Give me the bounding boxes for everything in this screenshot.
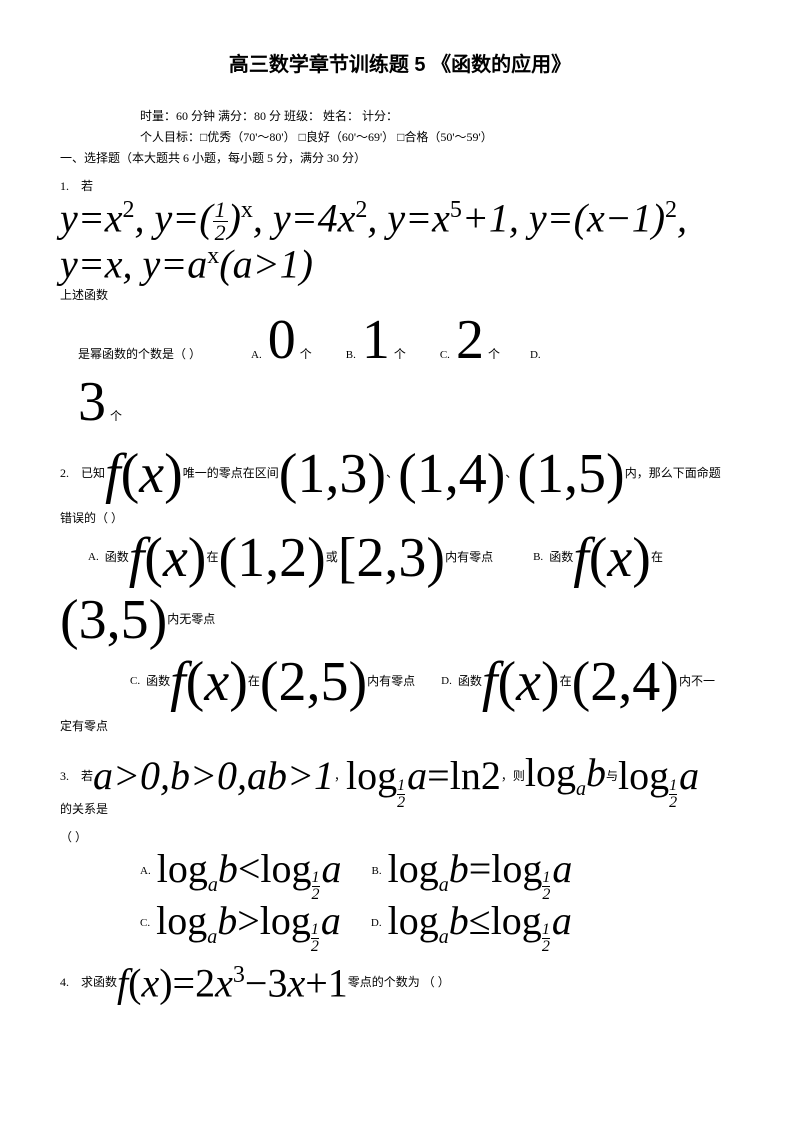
q2-optD-t4: 定有零点 (60, 716, 740, 738)
q2-optA-label: A. (88, 548, 99, 568)
q2-optD-i1: (2,4) (572, 654, 679, 710)
q3-optD-math: logab≤log12a (388, 901, 572, 947)
q2-optC-i1: (2,5) (260, 654, 367, 710)
section-1-header: 一、选择题（本大题共 6 小题，每小题 5 分，满分 30 分） (60, 149, 740, 166)
q2-sep2: 、 (505, 463, 517, 485)
q2-optA-i2: [2,3) (338, 530, 445, 586)
q2-int1: (1,3) (279, 446, 386, 502)
q1-optD-label: D. (530, 346, 541, 366)
q1-optC-val: 2 (456, 312, 484, 368)
q4-suffix: 零点的个数为 （ ） (348, 972, 450, 994)
q3-optA-label: A. (140, 862, 151, 882)
q2-optC-t1: 函数 (146, 671, 170, 693)
q3-link: 与 (606, 766, 618, 788)
q4-number: 4. (60, 972, 69, 994)
q2-optA-t2: 在 (206, 547, 218, 569)
q2-optB-t2: 在 (651, 547, 663, 569)
q2-optA-t4: 内有零点 (445, 547, 493, 569)
q3-optC-label: C. (140, 914, 150, 934)
q1-optA-label: A. (251, 346, 262, 366)
q1-optB-unit: 个 (394, 344, 406, 366)
q3-expr1: logab (525, 753, 606, 799)
q1-optC-unit: 个 (488, 344, 500, 366)
q2-optB-t1: 函数 (549, 547, 573, 569)
q3-optB-math: logab=log12a (388, 849, 573, 895)
q1-math: y=x2, y=(12)x, y=4x2, y=x5+1, y=(x−1)2, … (60, 198, 740, 285)
q2-optD-t1: 函数 (458, 671, 482, 693)
question-4: 4. 求函数 f(x)=2x3−3x+1 零点的个数为 （ ） (60, 963, 740, 1003)
q3-expr2: log12a (618, 756, 699, 796)
q3-number: 3. (60, 766, 69, 788)
q2-optB-i1: (3,5) (60, 592, 167, 648)
q2-optA-i1: (1,2) (218, 530, 325, 586)
meta-time-line: 时量：60 分钟 满分：80 分 班级： 姓名： 计分： (60, 107, 740, 124)
q1-optC-label: C. (440, 346, 450, 366)
q2-optC-label: C. (130, 672, 140, 692)
question-2: 2. 已知 f(x) 唯一的零点在区间 (1,3) 、 (1,4) 、 (1,5… (60, 446, 740, 737)
q2-optC-t3: 内有零点 (367, 671, 415, 693)
q2-mid1: 唯一的零点在区间 (183, 463, 279, 485)
q2-sep1: 、 (386, 463, 398, 485)
q1-optD-val: 3 (78, 374, 106, 430)
q2-optD-label: D. (441, 672, 452, 692)
q2-optD-t2: 在 (560, 671, 572, 693)
q3-mid: ，则 (501, 766, 525, 788)
q4-math: f(x)=2x3−3x+1 (117, 963, 348, 1003)
q2-optA-t1: 函数 (105, 547, 129, 569)
q2-mid2: 内，那么下面命题 (625, 463, 721, 485)
q3-optA-math: logab<log12a (157, 849, 342, 895)
q2-int3: (1,5) (517, 446, 624, 502)
q2-optA-t3: 或 (326, 547, 338, 569)
q3-tail: 的关系是 (60, 799, 108, 821)
q1-suffix: 上述函数 (60, 285, 108, 307)
q2-optD-fx: f(x) (482, 654, 560, 710)
page-title: 高三数学章节训练题 5 《函数的应用》 (60, 48, 740, 77)
q3-sep: ， (334, 766, 346, 788)
q2-fx: f(x) (105, 446, 183, 502)
q2-number: 2. (60, 463, 69, 485)
q2-int2: (1,4) (398, 446, 505, 502)
q1-optA-unit: 个 (300, 344, 312, 366)
q2-optB-fx: f(x) (573, 530, 651, 586)
q1-optB-val: 1 (362, 312, 390, 368)
q3-cond2: log12a=ln2 (346, 756, 501, 796)
question-3: 3. 若 a>0,b>0,ab>1 ， log12a=ln2 ，则 logab … (60, 753, 740, 946)
q1-optB-label: B. (346, 346, 356, 366)
q2-optD-t3: 内不一 (679, 671, 715, 693)
q3-prefix: 若 (81, 766, 93, 788)
q4-prefix: 求函数 (81, 972, 117, 994)
q2-prefix: 已知 (81, 463, 105, 485)
q2-optC-fx: f(x) (170, 654, 248, 710)
q3-cond1: a>0,b>0,ab>1 (93, 756, 334, 796)
q2-optB-t3: 内无零点 (167, 609, 215, 631)
q3-optD-label: D. (371, 914, 382, 934)
q2-optC-t2: 在 (248, 671, 260, 693)
question-1: 1. 若 y=x2, y=(12)x, y=4x2, y=x5+1, y=(x−… (60, 176, 740, 430)
q1-optA-val: 0 (268, 312, 296, 368)
q1-line2: 是幂函数的个数是（ ） (78, 344, 201, 366)
q1-optD-unit: 个 (110, 406, 122, 428)
q2-optA-fx: f(x) (129, 530, 207, 586)
q2-optB-label: B. (533, 548, 543, 568)
q3-optB-label: B. (372, 862, 382, 882)
q3-optC-math: logab>log12a (156, 901, 341, 947)
meta-goal-line: 个人目标：□优秀（70'～80'） □良好（60'～69'） □合格（50'～5… (60, 128, 740, 145)
